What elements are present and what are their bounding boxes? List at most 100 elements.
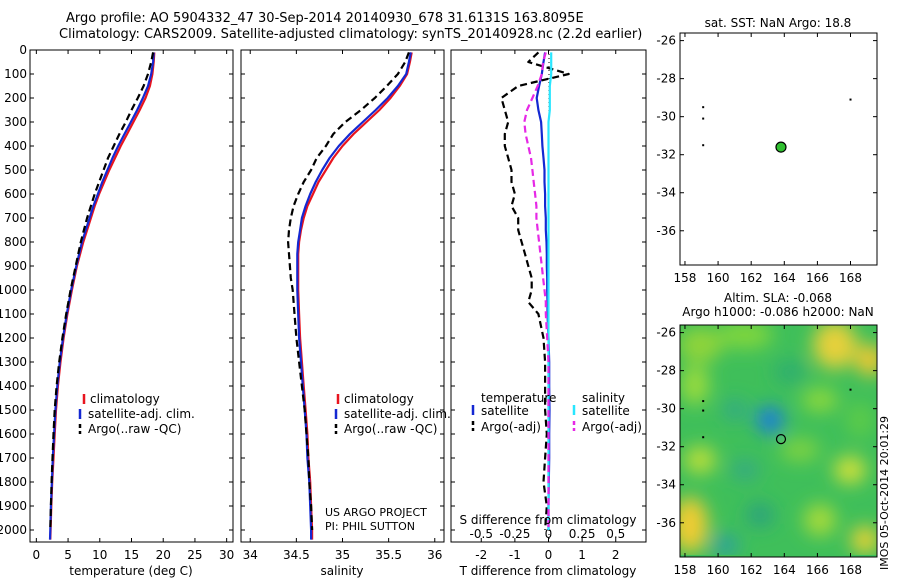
y-tick-label: 1400: [0, 379, 27, 393]
figure-title-line2: Climatology: CARS2009. Satellite-adjuste…: [59, 27, 643, 42]
x-tick-label: 164: [773, 563, 796, 577]
sla-map-title: Altim. SLA: -0.068: [724, 291, 832, 305]
legend-label-climatology: climatology: [90, 392, 160, 406]
temperature-legend: climatology satellite-adj. clim. Argo(..…: [78, 392, 195, 436]
y-tick-label: 1200: [0, 331, 27, 345]
x-tick-label: -1: [509, 548, 521, 562]
x-tick-label: 15: [124, 548, 139, 562]
y-tick-label: 900: [4, 259, 27, 273]
sla-map-frame: [679, 324, 878, 558]
series-line: [49, 52, 155, 531]
x-tick-label: -2: [475, 548, 487, 562]
legend-label-satellite: satellite-adj. clim.: [344, 407, 451, 421]
y-tick-label: 300: [4, 115, 27, 129]
legend-label-satellite: satellite-adj. clim.: [88, 407, 195, 421]
y-tick-label: 800: [4, 235, 27, 249]
legend-label-argo: Argo(..raw -QC): [344, 422, 437, 436]
legend-label-argo: Argo(..raw -QC): [88, 422, 181, 436]
x-tick-label: 20: [156, 548, 171, 562]
y-tick-label: 200: [4, 91, 27, 105]
neighbour-float-dot: [702, 117, 705, 120]
x-tick-label: 1: [578, 548, 586, 562]
y-tick-label: -26: [656, 34, 676, 48]
neighbour-float-dot: [702, 144, 705, 147]
y-tick-label: 2000: [0, 523, 27, 537]
y-tick-label: 400: [4, 139, 27, 153]
difference-legend: temperature satellite Argo(-adj) salinit…: [471, 391, 642, 434]
y-tick-label: 100: [4, 67, 27, 81]
x-tick-label: 0: [545, 548, 553, 562]
y-tick-label: -26: [656, 326, 676, 340]
y-tick-label: -32: [656, 148, 676, 162]
x-tick-label: 158: [674, 563, 697, 577]
x-tick-label: 35: [335, 548, 350, 562]
x-tick-label: 164: [773, 271, 796, 285]
y-tick-label: 1100: [0, 307, 27, 321]
y-tick-label: 500: [4, 163, 27, 177]
s-tick-label: -0.5: [470, 527, 493, 541]
y-tick-label: 0: [19, 43, 27, 57]
s-tick-label: 0.5: [606, 527, 625, 541]
series-line: [523, 52, 550, 530]
y-tick-label: -36: [656, 516, 676, 530]
neighbour-float-dot: [702, 436, 705, 439]
y-tick-label: 1000: [0, 283, 27, 297]
y-tick-label: -36: [656, 224, 676, 238]
x-tick-label: 35.5: [375, 548, 402, 562]
salinity-axis-label: salinity: [320, 564, 363, 578]
x-tick-label: 168: [839, 563, 862, 577]
y-tick-label: 1700: [0, 451, 27, 465]
y-tick-label: 1800: [0, 475, 27, 489]
series-line: [500, 51, 570, 531]
y-tick-label: -32: [656, 440, 676, 454]
x-tick-label: 166: [806, 271, 829, 285]
legend-heading-salinity: salinity: [582, 391, 625, 405]
y-tick-label: 1500: [0, 403, 27, 417]
t-difference-axis-label: T difference from climatology: [459, 564, 637, 578]
sla-heatmap: [680, 325, 877, 557]
legend-heading-temperature: temperature: [481, 391, 556, 405]
x-tick-label: 34: [243, 548, 258, 562]
s-tick-label: 0.25: [569, 527, 596, 541]
x-tick-label: 0: [33, 548, 41, 562]
x-tick-label: 25: [187, 548, 202, 562]
sst-map-title: sat. SST: NaN Argo: 18.8: [705, 16, 852, 30]
x-tick-label: 36: [427, 548, 442, 562]
s-tick-label: 0: [545, 527, 553, 541]
y-tick-label: -34: [656, 478, 676, 492]
neighbour-float-dot: [702, 106, 705, 109]
y-tick-label: 1600: [0, 427, 27, 441]
y-tick-label: -30: [656, 402, 676, 416]
legend-label-s-satellite: satellite: [582, 404, 630, 418]
y-tick-label: -30: [656, 110, 676, 124]
x-tick-label: 10: [92, 548, 107, 562]
series-line: [287, 52, 410, 531]
pi-annotation: PI: PHIL SUTTON: [325, 520, 415, 533]
legend-label-s-argo: Argo(-adj): [582, 420, 642, 434]
sla-map-subtitle: Argo h1000: -0.086 h2000: NaN: [682, 305, 874, 319]
neighbour-float-dot: [849, 98, 852, 101]
y-tick-label: 600: [4, 187, 27, 201]
legend-label-climatology: climatology: [344, 392, 414, 406]
argo-float-marker: [775, 141, 787, 153]
legend-label-t-argo: Argo(-adj): [481, 420, 541, 434]
figure-title-line1: Argo profile: AO 5904332_47 30-Sep-2014 …: [66, 11, 584, 26]
x-tick-label: 2: [612, 548, 620, 562]
y-tick-label: 1900: [0, 499, 27, 513]
x-tick-label: 5: [64, 548, 72, 562]
argo-float-marker: [775, 433, 787, 445]
legend-label-t-satellite: satellite: [481, 404, 529, 418]
y-tick-label: -28: [656, 72, 676, 86]
s-difference-axis-label: S difference from climatology: [460, 513, 637, 527]
salinity-legend: climatology satellite-adj. clim. Argo(..…: [334, 392, 451, 436]
neighbour-float-dot: [702, 409, 705, 412]
project-annotation: US ARGO PROJECT: [325, 506, 427, 519]
x-tick-label: 160: [707, 271, 730, 285]
x-tick-label: 166: [806, 563, 829, 577]
y-tick-label: 700: [4, 211, 27, 225]
x-tick-label: 158: [674, 271, 697, 285]
y-tick-label: -28: [656, 364, 676, 378]
x-tick-label: 162: [740, 271, 763, 285]
x-tick-label: 168: [839, 271, 862, 285]
